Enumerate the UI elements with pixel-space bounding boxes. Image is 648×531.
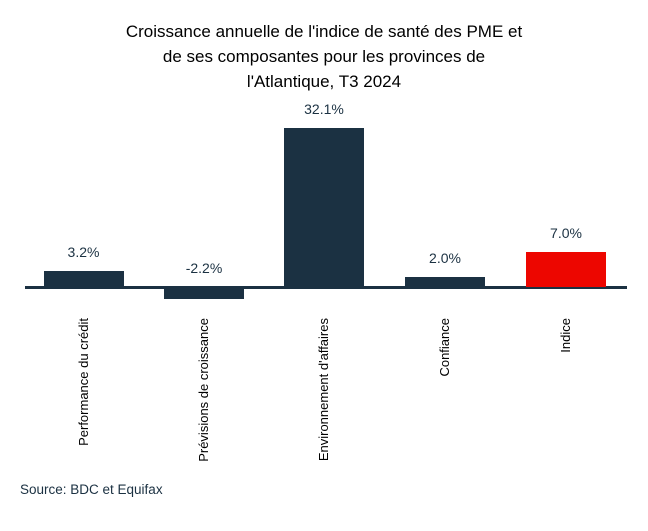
source-text: Source: BDC et Equifax: [20, 482, 163, 497]
bar-previsions-de-croissance: [164, 288, 244, 299]
value-label-indice: 7.0%: [550, 225, 582, 242]
value-label-performance-du-credit: 3.2%: [67, 244, 100, 261]
x-tick-confiance: Confiance: [437, 318, 452, 377]
value-label-confiance: 2.0%: [429, 250, 461, 267]
chart-title: Croissance annuelle de l'indice de santé…: [0, 19, 648, 94]
x-tick-environnement-d-affaires: Environnement d'affaires: [316, 318, 331, 462]
chart-title-line-3: l'Atlantique, T3 2024: [246, 72, 402, 91]
x-tick-previsions-de-croissance: Prévisions de croissance: [196, 318, 211, 462]
value-label-environnement-d-affaires: 32.1%: [304, 101, 344, 118]
bar-environnement-d-affaires: [284, 128, 364, 287]
bar-confiance: [405, 277, 485, 287]
bar-indice: [526, 252, 606, 287]
x-tick-performance-du-credit: Performance du crédit: [75, 318, 91, 446]
bar-performance-du-credit: [43, 271, 124, 287]
value-label-previsions-de-croissance: -2.2%: [185, 260, 223, 276]
x-axis-line: [25, 285, 627, 289]
chart-title-line-2: de ses composantes pour les provinces de: [162, 47, 486, 66]
x-tick-indice: Indice: [558, 318, 573, 353]
chart-title-line-1: Croissance annuelle de l'indice de santé…: [125, 22, 523, 41]
